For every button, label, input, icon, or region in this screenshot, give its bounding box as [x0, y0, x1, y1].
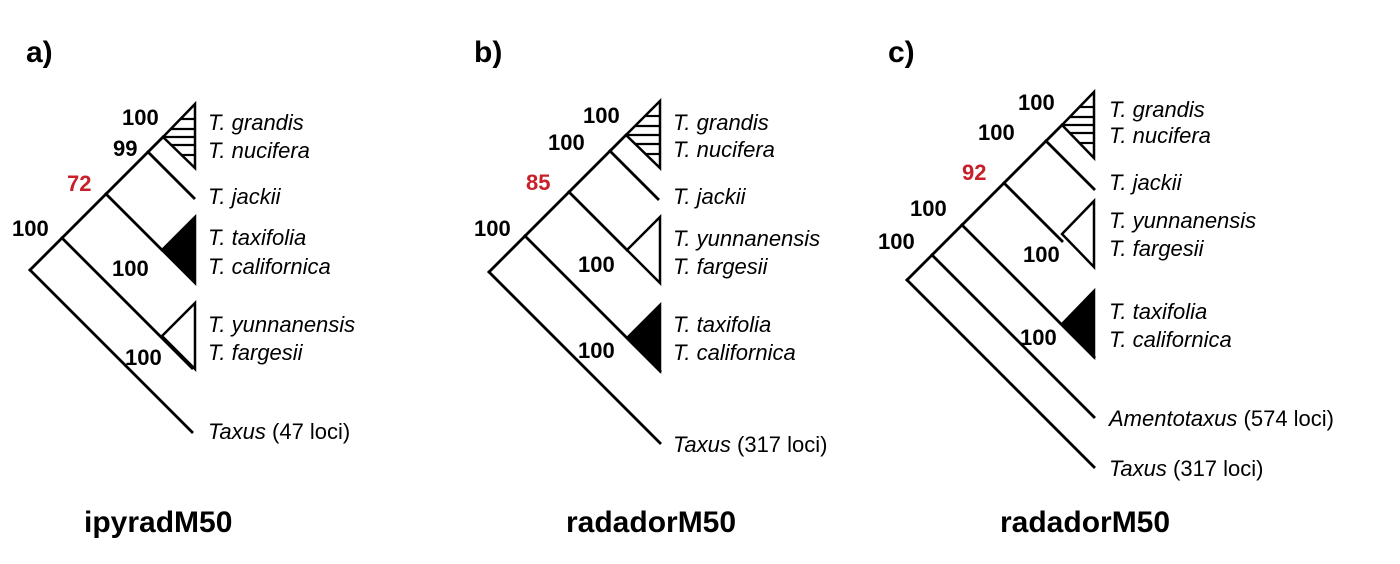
taxon-label: T. yunnanensis [673, 226, 820, 251]
clade-triangle-grandis [1060, 88, 1096, 162]
taxon-label: T. grandis [1109, 97, 1205, 122]
taxon-label: T. fargesii [673, 254, 769, 279]
panel-b: b) 100 100 85 100 100 100 [474, 36, 827, 539]
clade-triangle-taxifolia [625, 301, 662, 375]
support-value: 100 [583, 103, 620, 128]
clade-triangle-yunnanensis [1060, 197, 1096, 271]
branch-stem-100 [930, 223, 964, 257]
taxon-label: T. californica [673, 340, 796, 365]
clade-triangle-taxifolia [160, 213, 197, 287]
branch-stem-grandis-outer [1002, 139, 1048, 185]
branch-jackii [146, 150, 196, 200]
branch-root-stem [905, 253, 934, 282]
support-value: 100 [878, 229, 915, 254]
branch-stem-72 [60, 192, 108, 240]
branch-taxus [487, 270, 662, 445]
taxon-labels: T. grandis T. nucifera T. jackii T. yunn… [673, 110, 827, 457]
taxon-labels: T. grandis T. nucifera T. jackii T. taxi… [208, 110, 355, 444]
support-values: 100 100 92 100 100 100 100 [878, 90, 1060, 350]
support-value: 72 [67, 171, 91, 196]
branch-taxus [28, 268, 194, 434]
support-value: 100 [578, 252, 615, 277]
support-value: 92 [962, 160, 986, 185]
support-value: 99 [113, 136, 137, 161]
taxon-label: T. jackii [1109, 170, 1183, 195]
support-values: 100 100 85 100 100 100 [474, 103, 620, 363]
branch-stem-92 [960, 181, 1006, 227]
taxon-label: T. nucifera [1109, 123, 1211, 148]
taxon-label: T. grandis [208, 110, 304, 135]
panel-label: a) [26, 36, 53, 69]
branch-stem-99 [104, 150, 150, 196]
taxon-label: T. californica [1109, 327, 1232, 352]
support-value: 100 [125, 345, 162, 370]
branch-taxus [905, 278, 1096, 469]
support-value: 100 [12, 216, 49, 241]
clade-triangle-yunnanensis [625, 213, 662, 287]
taxon-label: T. taxifolia [208, 225, 306, 250]
taxon-label: T. taxifolia [673, 312, 771, 337]
support-value: 100 [474, 216, 511, 241]
tree-branches [487, 133, 662, 445]
taxon-label: T. nucifera [208, 138, 310, 163]
taxon-label: T. taxifolia [1109, 299, 1207, 324]
support-value: 100 [1023, 242, 1060, 267]
taxon-label: T. fargesii [208, 340, 304, 365]
support-value: 100 [1020, 325, 1057, 350]
tree-branches [28, 135, 196, 434]
branch-stem-grandis [146, 135, 165, 154]
branch-stem-100 [567, 149, 612, 194]
clade-triangle-grandis [624, 97, 662, 171]
branch-clade-taxifolia [104, 192, 164, 252]
panel-caption: radadorM50 [1000, 506, 1170, 539]
taxon-label: Taxus (47 loci) [208, 419, 350, 444]
taxon-label: T. yunnanensis [1109, 208, 1256, 233]
taxon-label: T. yunnanensis [208, 312, 355, 337]
support-value: 100 [112, 256, 149, 281]
taxon-label: Taxus (317 loci) [1109, 456, 1263, 481]
taxon-label: T. nucifera [673, 137, 775, 162]
branch-jackii [608, 149, 660, 201]
taxon-label: Taxus (317 loci) [673, 432, 827, 457]
branch-jackii [1044, 139, 1096, 191]
support-values: 100 99 72 100 100 100 [12, 105, 162, 370]
branch-stem-grandis [608, 133, 628, 153]
support-value: 100 [122, 105, 159, 130]
branch-root-stem [487, 234, 527, 274]
tree-branches [905, 123, 1096, 469]
clade-triangle-taxifolia [1060, 287, 1096, 361]
panel-caption: ipyradM50 [84, 506, 232, 539]
support-value: 100 [578, 338, 615, 363]
support-value: 100 [548, 130, 585, 155]
branch-clade-yunnanensis [567, 190, 629, 252]
support-value: 100 [910, 196, 947, 221]
branch-root-stem [28, 236, 64, 272]
branch-amentotaxus [930, 253, 1096, 419]
taxon-label: T. jackii [208, 184, 282, 209]
taxon-labels: T. grandis T. nucifera T. jackii T. yunn… [1107, 97, 1334, 481]
taxon-label: T. grandis [673, 110, 769, 135]
support-value: 85 [526, 170, 550, 195]
taxon-label: T. californica [208, 254, 331, 279]
taxon-label: T. fargesii [1109, 236, 1205, 261]
panel-label: c) [888, 36, 915, 69]
support-value: 100 [978, 120, 1015, 145]
panel-a: a) 100 99 72 100 100 100 [12, 36, 355, 539]
clade-triangle-yunnanensis [160, 299, 197, 373]
branch-stem-85 [523, 190, 571, 238]
branch-clade-yunnanensis [1002, 181, 1064, 243]
panel-caption: radadorM50 [566, 506, 736, 539]
branch-clade-yunnanensis [60, 236, 194, 370]
support-value: 100 [1018, 90, 1055, 115]
panel-c: c) 100 100 92 100 10 [878, 36, 1334, 539]
panel-label: b) [474, 36, 502, 69]
taxon-label: Amentotaxus (574 loci) [1107, 406, 1334, 431]
clade-triangle-grandis [161, 100, 197, 171]
taxon-label: T. jackii [673, 184, 747, 209]
branch-stem-grandis [1044, 123, 1064, 143]
